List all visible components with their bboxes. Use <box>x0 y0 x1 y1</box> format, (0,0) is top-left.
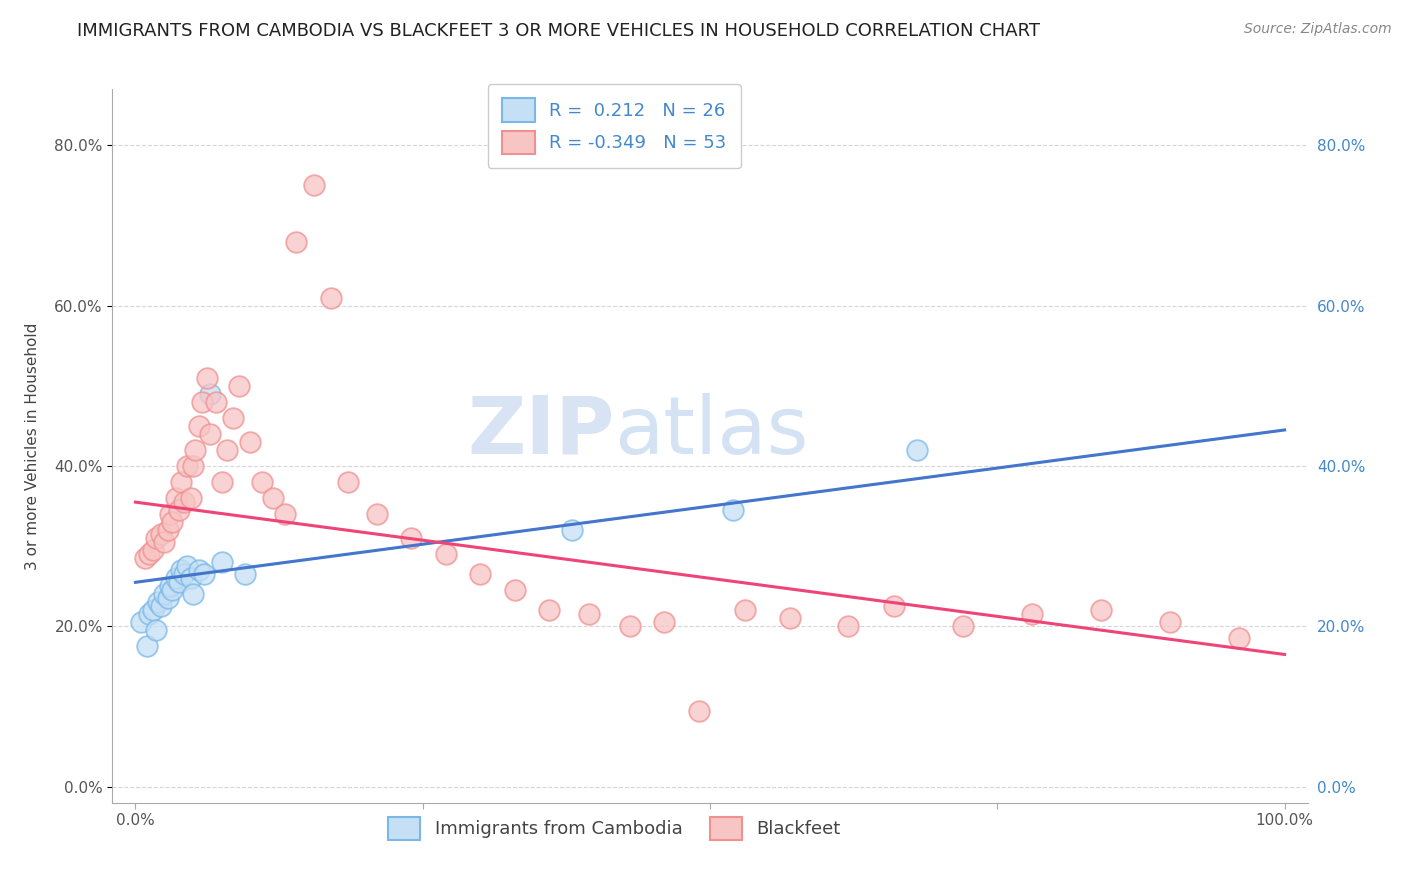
Point <box>159 507 181 521</box>
Point <box>165 491 187 505</box>
Point <box>134 551 156 566</box>
Point <box>142 543 165 558</box>
Point <box>652 615 675 630</box>
Point <box>195 371 218 385</box>
Legend: Immigrants from Cambodia, Blackfeet: Immigrants from Cambodia, Blackfeet <box>381 810 848 847</box>
Point <box>165 571 187 585</box>
Point <box>337 475 360 489</box>
Point <box>198 387 221 401</box>
Point <box>285 235 308 249</box>
Point <box>503 583 526 598</box>
Text: Source: ZipAtlas.com: Source: ZipAtlas.com <box>1244 22 1392 37</box>
Point <box>250 475 273 489</box>
Point <box>170 563 193 577</box>
Point <box>619 619 641 633</box>
Point <box>170 475 193 489</box>
Point <box>167 503 190 517</box>
Point <box>734 603 756 617</box>
Point <box>184 442 207 457</box>
Point <box>198 427 221 442</box>
Point <box>167 575 190 590</box>
Point <box>145 624 167 638</box>
Y-axis label: 3 or more Vehicles in Household: 3 or more Vehicles in Household <box>25 322 41 570</box>
Point <box>233 567 256 582</box>
Point <box>779 611 801 625</box>
Point <box>136 640 159 654</box>
Point <box>366 507 388 521</box>
Point <box>837 619 859 633</box>
Point <box>470 567 492 582</box>
Point <box>149 527 172 541</box>
Point <box>319 291 342 305</box>
Point <box>149 599 172 614</box>
Point <box>905 442 928 457</box>
Text: ZIP: ZIP <box>467 392 614 471</box>
Point <box>180 491 202 505</box>
Point <box>176 559 198 574</box>
Point <box>883 599 905 614</box>
Point <box>222 411 245 425</box>
Point <box>173 495 195 509</box>
Point <box>1227 632 1250 646</box>
Point <box>138 607 160 622</box>
Point <box>191 395 214 409</box>
Point <box>721 503 744 517</box>
Point <box>181 458 204 473</box>
Point <box>228 379 250 393</box>
Point <box>138 547 160 561</box>
Point <box>181 587 204 601</box>
Point <box>156 591 179 606</box>
Point <box>129 615 152 630</box>
Point <box>239 435 262 450</box>
Point <box>1021 607 1043 622</box>
Point <box>187 563 209 577</box>
Point <box>153 535 176 549</box>
Point <box>187 419 209 434</box>
Point <box>401 531 423 545</box>
Point <box>156 523 179 537</box>
Point <box>952 619 974 633</box>
Point <box>211 555 233 569</box>
Point <box>173 567 195 582</box>
Point <box>180 571 202 585</box>
Text: IMMIGRANTS FROM CAMBODIA VS BLACKFEET 3 OR MORE VEHICLES IN HOUSEHOLD CORRELATIO: IMMIGRANTS FROM CAMBODIA VS BLACKFEET 3 … <box>77 22 1040 40</box>
Point <box>538 603 561 617</box>
Point <box>274 507 297 521</box>
Point <box>217 442 239 457</box>
Point <box>211 475 233 489</box>
Point <box>688 704 710 718</box>
Point <box>159 579 181 593</box>
Text: atlas: atlas <box>614 392 808 471</box>
Point <box>262 491 284 505</box>
Point <box>142 603 165 617</box>
Point <box>578 607 600 622</box>
Point <box>205 395 228 409</box>
Point <box>1159 615 1181 630</box>
Point <box>153 587 176 601</box>
Point <box>162 515 183 529</box>
Point <box>148 595 170 609</box>
Point <box>145 531 167 545</box>
Point <box>193 567 215 582</box>
Point <box>434 547 457 561</box>
Point <box>1090 603 1112 617</box>
Point <box>176 458 198 473</box>
Point <box>162 583 183 598</box>
Point <box>302 178 325 193</box>
Point <box>561 523 583 537</box>
